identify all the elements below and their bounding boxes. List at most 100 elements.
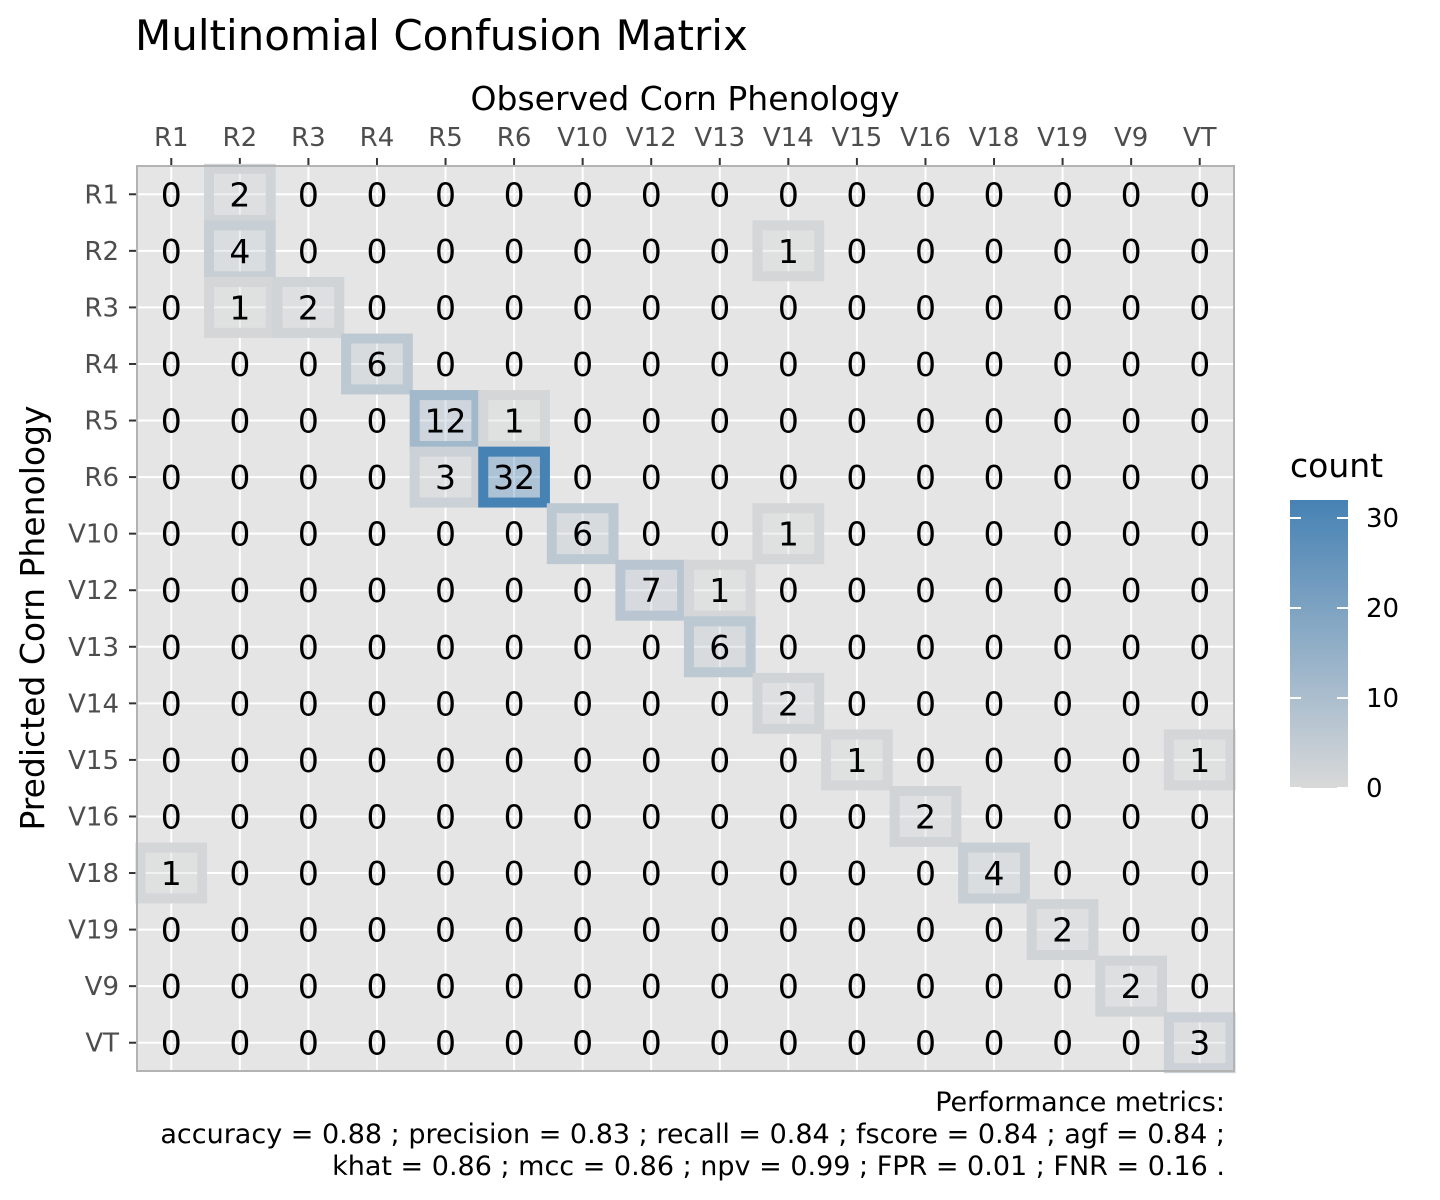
cell-label: 0 (161, 175, 182, 214)
cell-label: 0 (984, 515, 1005, 554)
cell-label: 0 (641, 175, 662, 214)
x-tick-label-v16: V16 (900, 123, 951, 153)
cell-label: 0 (435, 797, 456, 836)
heatmap-tile (1163, 1012, 1236, 1074)
cell-label: 0 (915, 684, 936, 723)
cell-label: 7 (641, 571, 662, 610)
x-tick-label-r4: R4 (360, 123, 395, 153)
cell-label: 0 (1121, 684, 1142, 723)
x-tick-label-v10: V10 (557, 123, 608, 153)
y-tick-label-v16: V16 (68, 802, 119, 832)
cell-label: 1 (1189, 741, 1210, 780)
cell-label: 0 (572, 684, 593, 723)
y-tick-label-v14: V14 (68, 689, 119, 719)
cell-label: 0 (229, 402, 250, 441)
cell-label: 0 (846, 175, 867, 214)
heatmap-tile (272, 276, 345, 338)
cell-label: 3 (1189, 1024, 1210, 1063)
cell-label: 0 (641, 854, 662, 893)
cell-label: 0 (1189, 967, 1210, 1006)
cell-label: 0 (915, 345, 936, 384)
heatmap-tile (135, 842, 208, 904)
heatmap-tile (958, 842, 1030, 904)
cell-label: 0 (229, 1024, 250, 1063)
cell-label: 0 (161, 628, 182, 667)
color-legend: count 0 10 20 30 (1290, 446, 1399, 804)
cell-label: 0 (366, 458, 387, 497)
cell-label: 0 (1189, 797, 1210, 836)
x-tick-label-r1: R1 (154, 123, 189, 153)
cell-label: 0 (984, 1024, 1005, 1063)
y-axis-title: Predicted Corn Phenology (13, 405, 52, 830)
cell-label: 0 (846, 911, 867, 950)
cell-label: 0 (915, 402, 936, 441)
cell-label: 0 (298, 854, 319, 893)
cell-label: 0 (1121, 458, 1142, 497)
cell-label: 0 (709, 402, 730, 441)
cell-label: 0 (366, 288, 387, 327)
cell-label: 4 (984, 854, 1005, 893)
cell-label: 0 (504, 232, 525, 271)
cell-label: 0 (298, 458, 319, 497)
heatmap-tile (203, 220, 276, 282)
cell-label: 0 (846, 967, 867, 1006)
cell-label: 3 (435, 458, 456, 497)
cell-label: 0 (1189, 515, 1210, 554)
heatmap-tile (821, 729, 893, 791)
cell-label: 0 (435, 1024, 456, 1063)
cell-label: 0 (984, 684, 1005, 723)
cell-label: 2 (1121, 967, 1142, 1006)
cell-label: 0 (641, 684, 662, 723)
cell-label: 0 (709, 175, 730, 214)
cell-label: 0 (984, 967, 1005, 1006)
x-tick-label-v15: V15 (831, 123, 882, 153)
cell-label: 0 (229, 345, 250, 384)
cell-label: 0 (1189, 345, 1210, 384)
chart-title: Multinomial Confusion Matrix (135, 11, 748, 60)
cell-label: 0 (915, 175, 936, 214)
y-tick-label-v15: V15 (68, 746, 119, 776)
cell-label: 0 (915, 741, 936, 780)
cell-label: 0 (366, 232, 387, 271)
cell-label: 0 (1121, 797, 1142, 836)
cell-label: 0 (846, 458, 867, 497)
cell-label: 0 (709, 288, 730, 327)
cell-label: 0 (641, 232, 662, 271)
cell-label: 0 (984, 232, 1005, 271)
cell-label: 0 (504, 175, 525, 214)
cell-label: 0 (778, 402, 799, 441)
y-tick-label-r3: R3 (84, 293, 119, 323)
cell-label: 0 (915, 967, 936, 1006)
cell-label: 0 (641, 288, 662, 327)
cell-label: 0 (1121, 911, 1142, 950)
cell-label: 0 (1121, 345, 1142, 384)
cell-label: 0 (778, 797, 799, 836)
cell-label: 0 (366, 515, 387, 554)
x-tick-label-r2: R2 (223, 123, 258, 153)
cell-label: 0 (366, 571, 387, 610)
cell-label: 0 (572, 232, 593, 271)
cell-label: 0 (161, 684, 182, 723)
cell-label: 0 (846, 288, 867, 327)
cell-label: 1 (229, 288, 250, 327)
x-tick-label-v9: V9 (1114, 123, 1148, 153)
cell-label: 0 (1052, 571, 1073, 610)
heatmap-tile (1095, 955, 1168, 1017)
heatmap-tile (683, 616, 756, 678)
heatmap-tile (341, 333, 413, 395)
cell-label: 0 (298, 741, 319, 780)
cell-label: 0 (778, 175, 799, 214)
cell-label: 0 (435, 232, 456, 271)
cell-label: 0 (435, 684, 456, 723)
heatmap-tile (478, 390, 550, 451)
cell-label: 0 (298, 797, 319, 836)
cell-label: 0 (1052, 797, 1073, 836)
cell-label: 0 (572, 797, 593, 836)
heatmap-tile (752, 503, 825, 565)
cell-label: 0 (1189, 854, 1210, 893)
cell-label: 0 (504, 854, 525, 893)
heatmap-tile (409, 446, 482, 508)
cell-label: 0 (641, 741, 662, 780)
cell-label: 0 (778, 741, 799, 780)
cell-label: 0 (572, 175, 593, 214)
